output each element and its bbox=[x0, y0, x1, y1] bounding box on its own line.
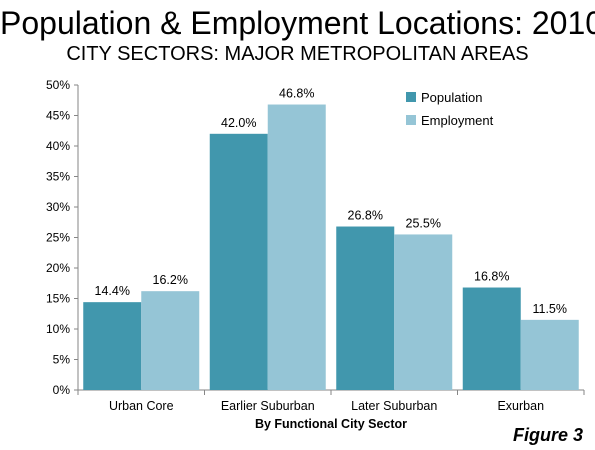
y-tick-label: 20% bbox=[46, 261, 70, 275]
bar-employment bbox=[394, 234, 453, 390]
bar-employment bbox=[267, 104, 326, 391]
x-tick-label: Later Suburban bbox=[351, 399, 437, 413]
legend-swatch-population bbox=[406, 92, 416, 102]
y-tick-label: 15% bbox=[46, 292, 70, 306]
y-tick-label: 40% bbox=[46, 139, 70, 153]
x-axis-title: By Functional City Sector bbox=[255, 417, 407, 431]
y-tick-label: 0% bbox=[53, 383, 71, 397]
figure-label: Figure 3 bbox=[512, 425, 583, 445]
bar-employment bbox=[141, 291, 200, 390]
y-tick-label: 10% bbox=[46, 322, 70, 336]
chart-subtitle: CITY SECTORS: MAJOR METROPOLITAN AREAS bbox=[66, 43, 529, 65]
x-tick-label: Earlier Suburban bbox=[221, 399, 315, 413]
bar-employment bbox=[520, 319, 579, 390]
legend-swatch-employment bbox=[406, 115, 416, 125]
y-tick-label: 30% bbox=[46, 200, 70, 214]
x-tick-label: Urban Core bbox=[109, 399, 174, 413]
y-tick-label: 25% bbox=[46, 231, 70, 245]
data-label: 25.5% bbox=[406, 216, 441, 230]
data-label: 16.2% bbox=[153, 273, 188, 287]
legend-label: Employment bbox=[421, 113, 494, 128]
data-label: 46.8% bbox=[279, 87, 314, 101]
x-tick-label: Exurban bbox=[497, 399, 544, 413]
y-tick-label: 50% bbox=[46, 78, 70, 92]
data-label: 14.4% bbox=[95, 284, 130, 298]
bar-population bbox=[83, 302, 142, 390]
y-tick-label: 45% bbox=[46, 109, 70, 123]
data-label: 16.8% bbox=[474, 270, 509, 284]
bar-population bbox=[462, 287, 521, 390]
data-label: 11.5% bbox=[532, 302, 567, 316]
legend-label: Population bbox=[421, 90, 482, 105]
chart-title: Population & Employment Locations: 2010 bbox=[0, 5, 595, 41]
data-label: 26.8% bbox=[348, 209, 383, 223]
data-label: 42.0% bbox=[221, 116, 256, 130]
y-tick-label: 5% bbox=[53, 353, 71, 367]
y-tick-label: 35% bbox=[46, 170, 70, 184]
bar-population bbox=[336, 226, 395, 390]
bar-population bbox=[209, 133, 268, 391]
